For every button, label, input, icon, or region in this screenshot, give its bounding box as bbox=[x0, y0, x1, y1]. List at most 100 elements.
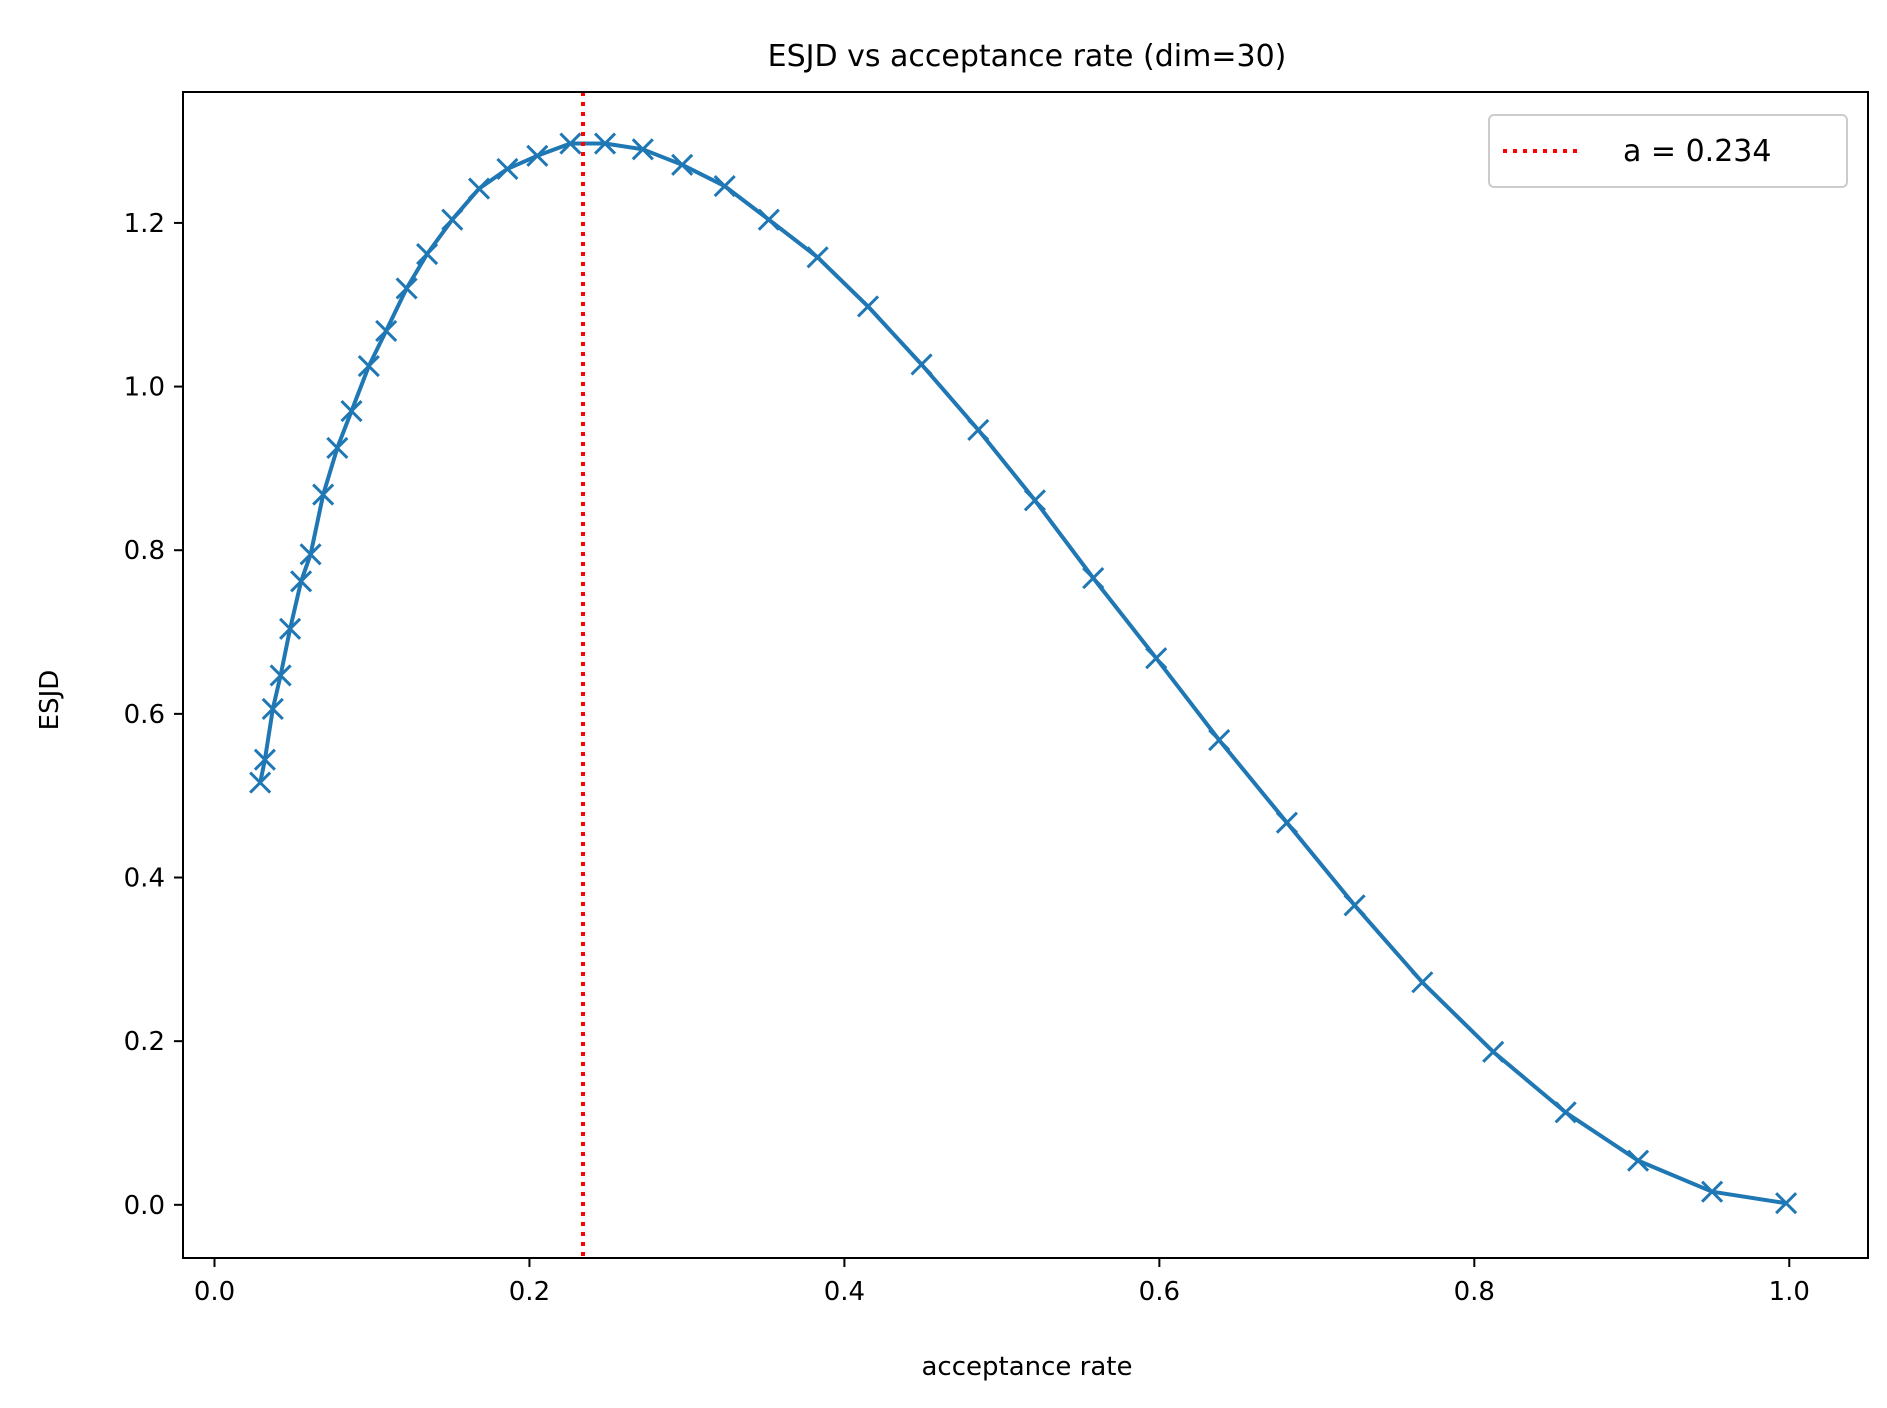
marker-stroke bbox=[290, 570, 313, 593]
marker-stroke bbox=[269, 664, 292, 687]
data-point-marker bbox=[1343, 894, 1366, 917]
marker-stroke bbox=[467, 177, 491, 200]
marker-stroke bbox=[279, 617, 302, 640]
data-point-marker bbox=[757, 208, 780, 231]
y-axis-label: ESJD bbox=[35, 670, 65, 731]
data-point-marker bbox=[375, 319, 398, 342]
marker-stroke bbox=[249, 771, 272, 794]
marker-stroke bbox=[757, 208, 780, 231]
data-point-marker bbox=[631, 138, 654, 161]
x-tick-label: 0.6 bbox=[1139, 1277, 1180, 1307]
marker-stroke bbox=[312, 483, 335, 506]
marker-stroke bbox=[1482, 1040, 1505, 1063]
marker-stroke bbox=[526, 144, 549, 167]
marker-stroke bbox=[253, 748, 276, 771]
data-point-marker bbox=[593, 132, 617, 155]
data-point-marker bbox=[441, 208, 464, 231]
data-point-marker bbox=[967, 418, 990, 441]
marker-stroke bbox=[375, 319, 398, 342]
marker-stroke bbox=[967, 418, 990, 441]
data-point-marker bbox=[1023, 489, 1047, 512]
data-point-marker bbox=[526, 144, 549, 167]
marker-stroke bbox=[671, 153, 694, 176]
data-point-marker bbox=[340, 400, 363, 423]
data-point-marker bbox=[395, 277, 418, 300]
data-point-marker bbox=[910, 353, 933, 376]
marker-stroke bbox=[713, 175, 736, 198]
marker-stroke bbox=[340, 400, 363, 423]
y-tick-label: 0.2 bbox=[124, 1027, 165, 1057]
marker-stroke bbox=[261, 697, 284, 721]
data-point-marker bbox=[1145, 647, 1168, 670]
data-point-marker bbox=[806, 246, 829, 269]
x-tick-label: 0.4 bbox=[824, 1277, 865, 1307]
y-tick-label: 0.8 bbox=[124, 536, 165, 566]
marker-stroke bbox=[559, 132, 582, 155]
marker-stroke bbox=[1023, 489, 1047, 512]
marker-stroke bbox=[357, 355, 380, 378]
data-point-marker bbox=[290, 570, 313, 593]
legend: a = 0.234 bbox=[1488, 114, 1848, 188]
data-point-marker bbox=[856, 295, 880, 318]
marker-stroke bbox=[1411, 971, 1434, 994]
data-point-marker bbox=[269, 664, 292, 687]
marker-stroke bbox=[1627, 1149, 1650, 1172]
data-point-marker bbox=[357, 355, 380, 378]
axes-frame bbox=[182, 91, 1869, 1259]
data-point-marker bbox=[1627, 1149, 1650, 1172]
marker-stroke bbox=[416, 242, 439, 266]
marker-stroke bbox=[1343, 894, 1366, 917]
y-tick-label: 0.0 bbox=[124, 1191, 165, 1221]
legend-box bbox=[1488, 114, 1848, 188]
plot-area bbox=[249, 92, 1798, 1258]
data-point-marker bbox=[261, 697, 284, 721]
marker-stroke bbox=[631, 138, 654, 161]
data-point-marker bbox=[299, 543, 322, 566]
marker-stroke bbox=[806, 246, 829, 269]
marker-stroke bbox=[1145, 647, 1168, 670]
data-point-marker bbox=[312, 483, 335, 506]
data-point-marker bbox=[1208, 728, 1231, 752]
y-tick-label: 0.6 bbox=[124, 700, 165, 730]
axes: 0.0 0.2 0.4 0.6 0.8 1.0 0.0 0.2 0.4 0.6 0.8 1.0 1.2 bbox=[124, 91, 1869, 1307]
data-point-marker bbox=[416, 242, 439, 266]
data-point-marker bbox=[1482, 1040, 1505, 1063]
marker-stroke bbox=[1208, 728, 1231, 752]
y-tick-label: 0.4 bbox=[124, 864, 165, 894]
data-point-marker bbox=[559, 132, 582, 155]
x-tick-label: 1.0 bbox=[1769, 1277, 1810, 1307]
x-tick-label: 0.2 bbox=[509, 1277, 550, 1307]
data-point-marker bbox=[1082, 566, 1105, 590]
data-point-marker bbox=[1775, 1192, 1798, 1215]
data-point-marker bbox=[713, 175, 736, 198]
marker-stroke bbox=[1701, 1180, 1724, 1203]
marker-stroke bbox=[1082, 566, 1105, 590]
data-point-marker bbox=[326, 436, 349, 459]
data-point-marker bbox=[1554, 1101, 1577, 1124]
data-point-marker bbox=[1701, 1180, 1724, 1203]
marker-stroke bbox=[1275, 811, 1298, 834]
data-point-marker bbox=[279, 617, 302, 640]
data-point-marker bbox=[467, 177, 491, 200]
marker-stroke bbox=[326, 436, 349, 459]
y-tick-label: 1.2 bbox=[124, 209, 165, 239]
marker-stroke bbox=[299, 543, 322, 566]
y-tick-label: 1.0 bbox=[124, 373, 165, 403]
legend-entry-label: a = 0.234 bbox=[1623, 134, 1771, 169]
marker-stroke bbox=[496, 157, 519, 180]
marker-stroke bbox=[1775, 1192, 1798, 1215]
series-line bbox=[258, 141, 1789, 1206]
marker-stroke bbox=[856, 295, 880, 318]
data-point-marker bbox=[1275, 811, 1298, 834]
data-point-marker bbox=[253, 748, 276, 771]
marker-stroke bbox=[1554, 1101, 1577, 1124]
marker-stroke bbox=[441, 208, 464, 231]
x-tick-label: 0.8 bbox=[1454, 1277, 1495, 1307]
chart-title: ESJD vs acceptance rate (dim=30) bbox=[768, 39, 1287, 74]
marker-stroke bbox=[395, 277, 418, 300]
marker-stroke bbox=[593, 132, 617, 155]
data-point-marker bbox=[249, 771, 272, 794]
data-point-marker bbox=[671, 153, 694, 176]
